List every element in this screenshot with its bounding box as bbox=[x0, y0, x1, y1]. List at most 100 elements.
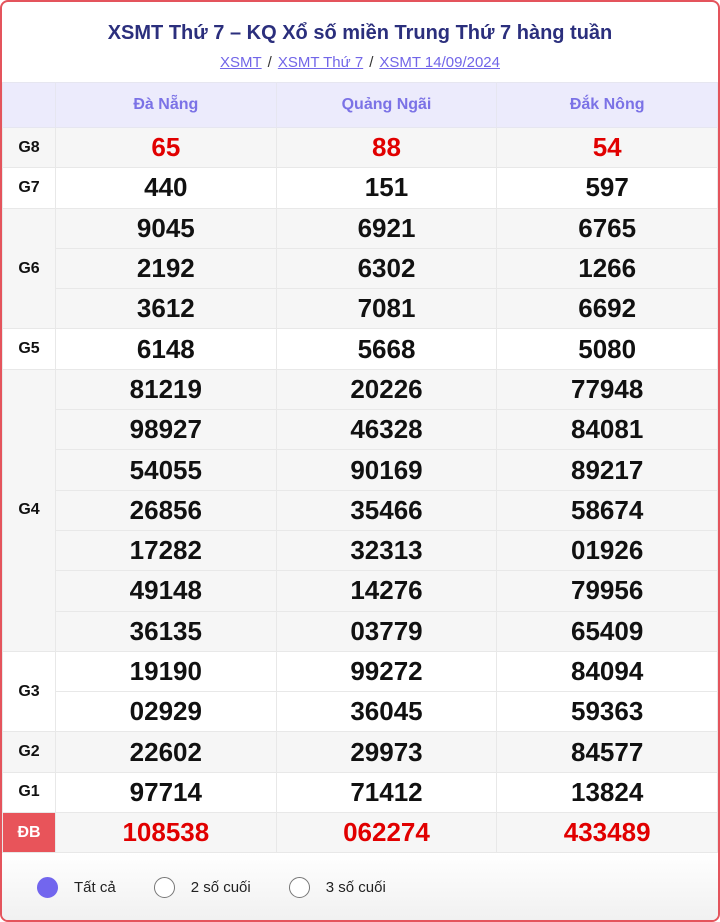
prize-row-g6: 2192 6302 1266 bbox=[3, 247, 718, 290]
prize-number: 88 bbox=[275, 126, 498, 169]
prize-number: 36135 bbox=[55, 610, 277, 652]
filter-option-last-3[interactable]: 3 số cuối bbox=[288, 877, 386, 898]
digit-filter: Tất cả 2 số cuối 3 số cuối bbox=[2, 853, 718, 920]
filter-label: 2 số cuối bbox=[190, 879, 251, 896]
prize-number: 90169 bbox=[275, 449, 498, 491]
prize-number: 32313 bbox=[275, 529, 498, 572]
prize-number: 84081 bbox=[496, 409, 718, 451]
prize-number: 49148 bbox=[55, 570, 277, 612]
filter-option-last-2[interactable]: 2 số cuối bbox=[153, 877, 251, 898]
prize-number: 54 bbox=[496, 126, 718, 169]
prize-number: 6765 bbox=[496, 207, 718, 249]
prize-number: 89217 bbox=[496, 449, 718, 491]
prize-row-g5: G5 6148 5668 5080 bbox=[2, 328, 718, 370]
prize-label: G6 bbox=[2, 207, 56, 330]
prize-number: 54055 bbox=[55, 449, 277, 491]
page-title: XSMT Thứ 7 – KQ Xổ số miền Trung Thứ 7 h… bbox=[107, 22, 613, 44]
prize-number: 26856 bbox=[55, 489, 277, 531]
prize-number: 9045 bbox=[55, 207, 277, 249]
prize-number: 440 bbox=[55, 167, 277, 209]
radio-icon[interactable] bbox=[37, 877, 58, 898]
prize-label: G5 bbox=[2, 328, 56, 370]
prize-row-g4: G4 81219 20226 77948 bbox=[2, 368, 718, 652]
prize-number: 062274 bbox=[275, 812, 498, 854]
prize-number: 17282 bbox=[55, 529, 277, 572]
prize-row-đb: ĐB 108538 062274 433489 bbox=[2, 812, 718, 854]
prize-row-g8: G8 65 88 54 bbox=[2, 126, 718, 169]
province-header-row: Đà Nẵng Quảng Ngãi Đắk Nông bbox=[2, 82, 718, 128]
prize-label: G4 bbox=[2, 368, 56, 652]
prize-number: 79956 bbox=[496, 570, 718, 612]
prize-number: 98927 bbox=[55, 409, 277, 451]
prize-label: G2 bbox=[2, 731, 56, 773]
corner-cell bbox=[2, 82, 56, 128]
prize-row-g2: G2 22602 29973 84577 bbox=[2, 731, 718, 773]
prize-number: 20226 bbox=[275, 368, 498, 411]
prize-number: 59363 bbox=[496, 691, 718, 733]
province-header: Quảng Ngãi bbox=[275, 82, 498, 128]
prize-row-g4: 49148 14276 79956 bbox=[3, 570, 718, 612]
prize-number: 19190 bbox=[55, 650, 277, 693]
prize-number: 65409 bbox=[496, 610, 718, 652]
prize-number: 99272 bbox=[275, 650, 498, 693]
prize-number: 84094 bbox=[496, 650, 718, 693]
prize-number: 36045 bbox=[275, 691, 498, 733]
filter-label: Tất cả bbox=[74, 879, 116, 896]
prize-number: 6148 bbox=[55, 328, 277, 370]
filter-label: 3 số cuối bbox=[325, 879, 386, 896]
prize-label: ĐB bbox=[2, 812, 56, 854]
prize-label: G1 bbox=[2, 771, 56, 814]
prize-number: 6692 bbox=[496, 288, 718, 330]
prize-number: 29973 bbox=[275, 731, 498, 773]
prize-number: 5668 bbox=[275, 328, 498, 370]
prize-row-g4: 26856 35466 58674 bbox=[3, 489, 718, 531]
prize-number: 14276 bbox=[275, 570, 498, 612]
prize-number: 108538 bbox=[55, 812, 277, 854]
breadcrumb-xsmt-thu-7[interactable]: XSMT Thứ 7 bbox=[277, 54, 364, 71]
prize-number: 46328 bbox=[275, 409, 498, 451]
radio-icon[interactable] bbox=[153, 877, 175, 898]
province-header: Đà Nẵng bbox=[55, 82, 277, 128]
prize-number: 71412 bbox=[275, 771, 498, 814]
prize-row-g4: 17282 32313 01926 bbox=[3, 529, 718, 572]
prize-number: 151 bbox=[275, 167, 498, 209]
prize-label: G7 bbox=[2, 167, 56, 209]
prize-number: 81219 bbox=[55, 368, 277, 411]
results-table: Đà Nẵng Quảng Ngãi Đắk Nông G8 65 88 54 G7 44… bbox=[2, 82, 718, 854]
prize-row-g6: 3612 7081 6692 bbox=[3, 288, 718, 330]
prize-number: 13824 bbox=[496, 771, 718, 814]
prize-row-g4: 54055 90169 89217 bbox=[3, 449, 718, 491]
prize-number: 6302 bbox=[275, 247, 498, 290]
prize-number: 02929 bbox=[55, 691, 277, 733]
prize-label: G3 bbox=[2, 650, 56, 733]
filter-option-all[interactable]: Tất cả bbox=[37, 877, 116, 898]
prize-number: 7081 bbox=[275, 288, 498, 330]
breadcrumb-xsmt[interactable]: XSMT bbox=[219, 54, 262, 71]
breadcrumb-xsmt-date[interactable]: XSMT 14/09/2024 bbox=[379, 54, 500, 71]
prize-number: 84577 bbox=[496, 731, 718, 773]
prize-number: 2192 bbox=[55, 247, 277, 290]
prize-number: 1266 bbox=[496, 247, 718, 290]
prize-number: 6921 bbox=[275, 207, 498, 249]
prize-row-g4: 36135 03779 65409 bbox=[3, 610, 718, 652]
prize-number: 5080 bbox=[496, 328, 718, 370]
prize-row-g6: G6 9045 6921 6765 bbox=[2, 207, 718, 330]
prize-number: 3612 bbox=[55, 288, 277, 330]
radio-icon[interactable] bbox=[288, 877, 310, 898]
prize-number: 77948 bbox=[496, 368, 718, 411]
prize-row-g7: G7 440 151 597 bbox=[2, 167, 718, 209]
prize-number: 65 bbox=[55, 126, 277, 169]
prize-row-g3: G3 19190 99272 84094 bbox=[2, 650, 718, 733]
prize-label: G8 bbox=[2, 126, 56, 169]
prize-number: 433489 bbox=[496, 812, 718, 854]
prize-row-g4: 98927 46328 84081 bbox=[3, 409, 718, 451]
prize-row-g1: G1 97714 71412 13824 bbox=[2, 771, 718, 814]
prize-number: 01926 bbox=[496, 529, 718, 572]
prize-row-g3: 02929 36045 59363 bbox=[3, 691, 718, 733]
prize-number: 597 bbox=[496, 167, 718, 209]
prize-number: 97714 bbox=[55, 771, 277, 814]
breadcrumb: XSMT / XSMT Thứ 7/XSMT 14/09/2024 bbox=[219, 54, 500, 71]
prize-number: 35466 bbox=[275, 489, 498, 531]
prize-number: 22602 bbox=[55, 731, 277, 773]
